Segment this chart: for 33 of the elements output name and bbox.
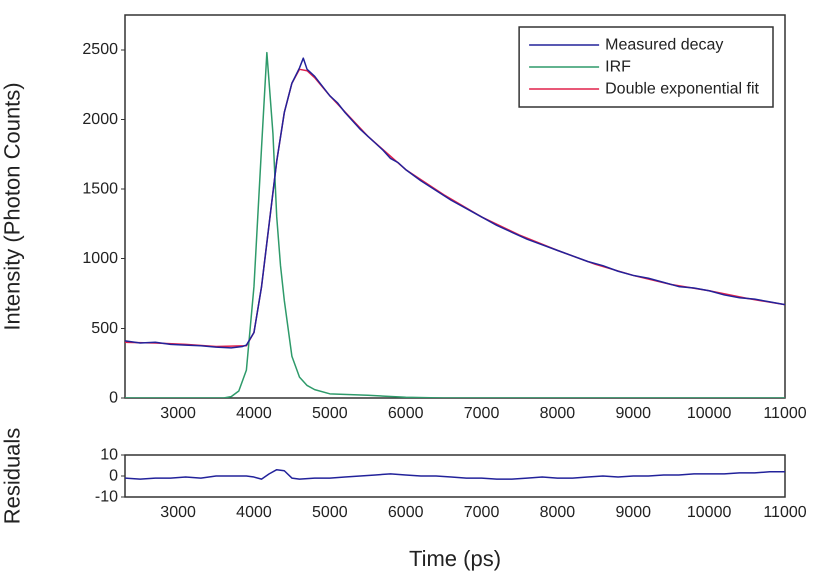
x-tick-label: 3000 (160, 405, 196, 422)
y-tick-label: 0 (109, 389, 118, 406)
y-axis-title: Residuals (0, 428, 24, 524)
x-tick-label: 10000 (686, 405, 732, 422)
x-tick-label: 5000 (312, 504, 348, 522)
x-tick-label: 6000 (388, 405, 424, 422)
x-tick-label: 11000 (763, 504, 807, 522)
x-tick-label: 10000 (686, 504, 732, 522)
y-tick-label: 2000 (82, 110, 118, 128)
x-tick-label: 7000 (464, 504, 500, 522)
x-tick-label: 3000 (160, 504, 196, 522)
x-tick-label: 5000 (312, 405, 348, 422)
legend-label: IRF (605, 58, 632, 76)
y-tick-label: -10 (94, 488, 118, 506)
x-tick-label: 4000 (236, 405, 272, 422)
y-axis-title: Intensity (Photon Counts) (0, 82, 24, 331)
y-tick-label: 10 (100, 446, 118, 464)
x-tick-label: 8000 (540, 504, 576, 522)
x-tick-label: 9000 (615, 405, 652, 422)
x-tick-label: 6000 (388, 504, 424, 522)
y-tick-label: 1500 (82, 180, 118, 198)
y-tick-label: 1000 (82, 250, 118, 268)
y-tick-label: 500 (91, 320, 118, 337)
x-tick-label: 8000 (540, 405, 576, 422)
legend-label: Double exponential fit (605, 80, 760, 98)
y-tick-label: 2500 (82, 41, 118, 58)
x-tick-label: 4000 (236, 504, 272, 522)
x-tick-label: 7000 (464, 405, 500, 422)
x-axis-title: Time (ps) (408, 546, 502, 571)
y-tick-label: 0 (109, 467, 118, 484)
x-tick-label: 11000 (763, 405, 807, 422)
legend-label: Measured decay (605, 36, 724, 54)
x-tick-label: 9000 (615, 504, 652, 522)
